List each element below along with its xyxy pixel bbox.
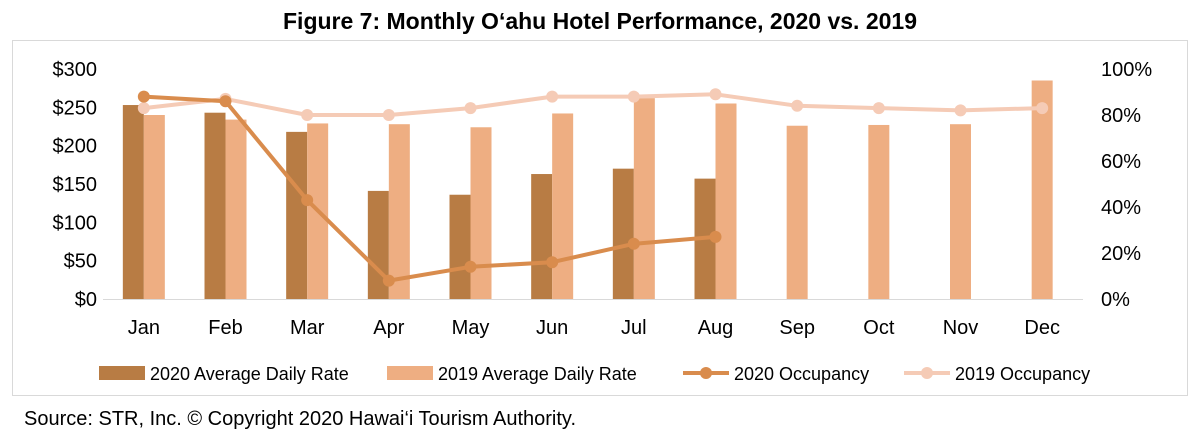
- chart-frame: [12, 40, 1188, 396]
- y-right-tick-label: 0%: [1101, 289, 1130, 311]
- legend-marker-2019-occupancy: [921, 367, 933, 379]
- bar-2020-adr: [204, 112, 226, 299]
- occupancy-2020-point: [382, 274, 395, 287]
- bar-2020-adr: [612, 168, 634, 299]
- occupancy-2019-point: [137, 102, 150, 115]
- bar-2019-adr: [715, 103, 737, 299]
- bar-2020-adr: [531, 174, 553, 299]
- occupancy-2019-point: [791, 99, 804, 112]
- bar-2019-adr: [225, 119, 247, 299]
- legend-label: 2020 Occupancy: [734, 364, 869, 384]
- x-tick-label: Dec: [1024, 317, 1060, 339]
- bar-2019-adr: [1031, 80, 1053, 299]
- bar-2019-adr: [143, 115, 165, 299]
- bar-2019-adr: [950, 124, 971, 299]
- occupancy-2019-point: [627, 90, 640, 103]
- occupancy-2020-point: [301, 194, 314, 207]
- legend-label: 2020 Average Daily Rate: [150, 364, 349, 384]
- y-left-tick-label: $250: [53, 97, 98, 119]
- y-left-tick-label: $100: [53, 212, 98, 234]
- y-left-tick-label: $150: [53, 174, 98, 196]
- occupancy-2019-point: [1036, 102, 1049, 115]
- legend-label: 2019 Occupancy: [955, 364, 1090, 384]
- bar-2019-adr: [470, 127, 492, 300]
- occupancy-2020-line: [143, 94, 716, 283]
- occupancy-2020-point: [546, 256, 559, 269]
- x-tick-label: Jan: [128, 317, 160, 339]
- occupancy-2020-point: [219, 95, 232, 108]
- bar-2019-adr: [388, 124, 410, 299]
- x-tick-label: Feb: [208, 317, 242, 339]
- occupancy-2020-point: [709, 230, 722, 243]
- x-tick-label: Aug: [698, 317, 734, 339]
- legend-swatch-2019-adr: [387, 366, 433, 380]
- bar-2019-adr: [868, 124, 890, 299]
- occupancy-2019-point: [382, 109, 395, 121]
- y-right-tick-label: 20%: [1101, 243, 1141, 265]
- x-tick-label: Nov: [943, 317, 979, 339]
- y-left-tick-label: $200: [53, 136, 98, 158]
- y-right-tick-label: 100%: [1101, 59, 1152, 81]
- occupancy-2020-point: [627, 237, 640, 250]
- occupancy-2019-point: [709, 88, 722, 101]
- x-tick-label: Mar: [290, 317, 325, 339]
- occupancy-2019-point: [546, 90, 559, 103]
- occupancy-2019-point: [301, 109, 314, 121]
- occupancy-2019-point: [464, 102, 477, 115]
- x-tick-label: Sep: [779, 317, 815, 339]
- occupancy-2019-point: [954, 104, 967, 117]
- bar-2020-adr: [449, 194, 471, 299]
- x-tick-label: Oct: [863, 317, 895, 339]
- y-right-tick-label: 80%: [1101, 105, 1141, 127]
- y-right-tick-label: 60%: [1101, 151, 1141, 173]
- bar-2019-adr: [633, 98, 655, 299]
- x-tick-label: May: [452, 317, 490, 339]
- chart-title: Figure 7: Monthly O‘ahu Hotel Performanc…: [283, 8, 917, 34]
- bar-2020-adr: [122, 105, 144, 300]
- legend-label: 2019 Average Daily Rate: [438, 364, 637, 384]
- y-left-tick-label: $50: [64, 251, 97, 273]
- x-tick-label: Jun: [536, 317, 568, 339]
- bar-2019-adr: [552, 113, 574, 299]
- occupancy-2019-line: [143, 92, 1043, 117]
- bar-2020-adr: [286, 131, 308, 299]
- x-tick-label: Jul: [621, 317, 647, 339]
- occupancy-2020-point: [464, 260, 477, 273]
- legend-swatch-2020-adr: [99, 366, 145, 380]
- bar-2020-adr: [367, 190, 389, 299]
- y-right-tick-label: 40%: [1101, 197, 1141, 219]
- occupancy-2019-point: [872, 102, 885, 115]
- y-left-tick-label: $0: [75, 289, 97, 311]
- occupancy-2020-point: [137, 90, 150, 103]
- legend-marker-2020-occupancy: [700, 367, 712, 379]
- x-tick-label: Apr: [373, 317, 404, 339]
- bar-2019-adr: [786, 125, 808, 299]
- y-left-tick-label: $300: [53, 59, 98, 81]
- source-note: Source: STR, Inc. © Copyright 2020 Hawai…: [24, 408, 577, 430]
